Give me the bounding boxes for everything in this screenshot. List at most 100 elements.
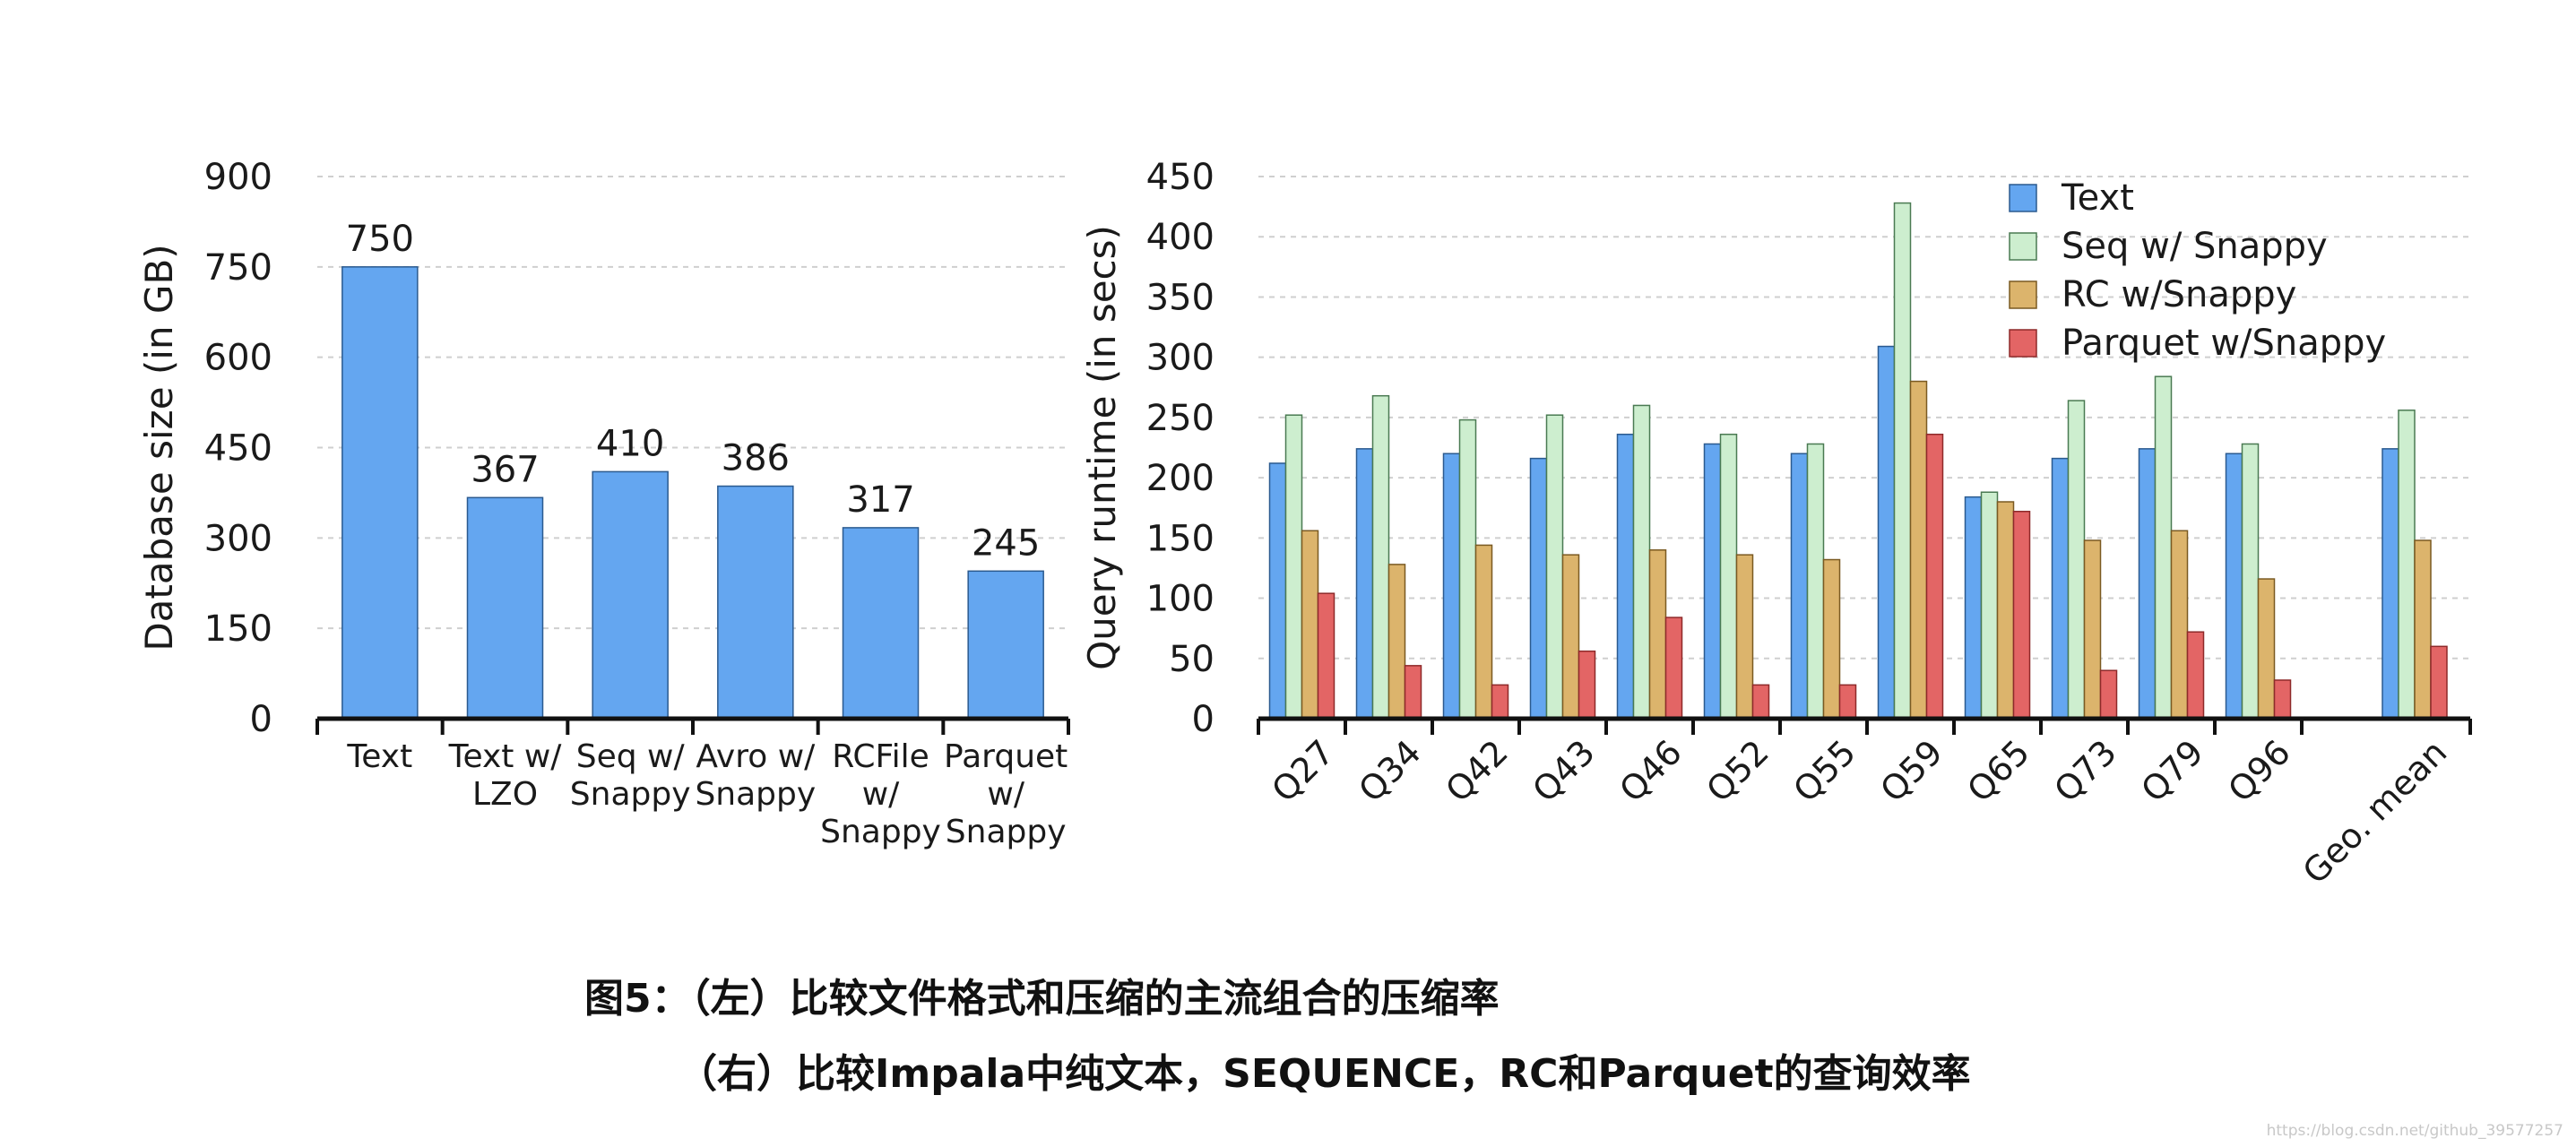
legend-label: Seq w/ Snappy: [2062, 226, 2328, 267]
left-x-tick-label: w/: [987, 776, 1024, 813]
left-bar-value-label: 317: [846, 479, 914, 521]
right-bar-seq-w-snappy: [1806, 443, 1825, 720]
left-y-tick-label: 0: [250, 699, 272, 740]
right-x-tick-label: Q73: [2046, 732, 2123, 809]
right-bar-text: [1442, 453, 1461, 720]
left-bar: [842, 527, 920, 720]
left-bar: [717, 485, 794, 720]
right-x-tick-label: Q65: [1959, 732, 2036, 809]
right-y-tick-label: 150: [1146, 518, 1215, 559]
left-bar: [341, 266, 419, 720]
right-x-tick-label: Q59: [1872, 732, 1949, 809]
legend-swatch: [2009, 280, 2037, 309]
watermark: https://blog.csdn.net/github_39577257: [2266, 1122, 2563, 1140]
right-bar-text: [1268, 462, 1287, 720]
database-size-chart: 0 150 300 450 600 750 900 Database size (in GB)…: [137, 157, 1070, 850]
right-bar-text: [2382, 448, 2399, 720]
legend-swatch: [2009, 232, 2037, 261]
left-x-tick-label: RCFile: [832, 738, 929, 775]
left-bar-value-label: 386: [722, 438, 790, 479]
left-x-tick-label: w/: [862, 776, 900, 813]
legend-swatch: [2009, 329, 2037, 358]
left-y-axis-label: Database size (in GB): [137, 244, 181, 651]
right-bar-rc-w-snappy: [1735, 554, 1754, 720]
right-bar-rc-w-snappy: [2170, 530, 2189, 720]
right-bar-rc-w-snappy: [1561, 554, 1580, 720]
caption-line-1: 图5：（左）比较文件格式和压缩的主流组合的压缩率: [584, 976, 1500, 1022]
left-x-tick-label: Parquet: [944, 738, 1068, 775]
caption-line-2: （右）比较Impala中纯文本，SEQUENCE，RC和Parquet的查询效率: [678, 1051, 1971, 1097]
query-runtime-chart: 0 50 100 150 200 250 300 350 400 450 Query runtime…: [1080, 157, 2472, 892]
right-x-tick-label: Q27: [1264, 732, 1341, 809]
left-x-tick-label: Snappy: [570, 776, 691, 813]
left-y-tick-label: 450: [204, 428, 272, 470]
right-bar-parquet-w-snappy: [2099, 669, 2118, 720]
right-bar-parquet-w-snappy: [2012, 511, 2031, 720]
right-x-tick-label: Geo. mean: [2295, 732, 2455, 892]
left-bar-value-label: 750: [346, 219, 414, 260]
right-y-axis-label: Query runtime (in secs): [1080, 225, 1124, 670]
legend-swatch: [2009, 184, 2037, 212]
left-y-tick-label: 150: [204, 608, 272, 650]
right-bar-parquet-w-snappy: [1578, 650, 1596, 720]
legend-label: Parquet w/Snappy: [2062, 323, 2386, 364]
right-bar-seq-w-snappy: [1371, 394, 1390, 720]
right-y-tick-label: 100: [1146, 579, 1215, 620]
right-bar-seq-w-snappy: [1458, 418, 1477, 720]
right-bar-parquet-w-snappy: [1404, 665, 1422, 720]
right-bar-rc-w-snappy: [1387, 564, 1406, 720]
left-bar: [466, 496, 544, 720]
right-bar-rc-w-snappy: [1301, 530, 1319, 720]
right-bar-rc-w-snappy: [1996, 501, 2015, 720]
right-bar-rc-w-snappy: [1648, 549, 1667, 720]
right-bar-parquet-w-snappy: [1751, 684, 1770, 720]
right-y-tick-label: 0: [1192, 699, 1215, 740]
right-bar-text: [1790, 453, 1809, 720]
right-bar-text: [1964, 496, 1983, 720]
left-y-tick-label: 300: [204, 518, 272, 559]
right-y-tick-label: 400: [1146, 217, 1215, 258]
legend-label: RC w/Snappy: [2062, 274, 2296, 315]
right-bar-parquet-w-snappy: [1317, 592, 1336, 720]
left-bar-value-label: 367: [471, 449, 539, 490]
right-bar-rc-w-snappy: [1474, 544, 1493, 720]
left-x-tick-label: LZO: [472, 776, 538, 813]
left-bar: [592, 470, 669, 720]
right-bar-rc-w-snappy: [1822, 558, 1841, 720]
left-x-tick-label: Snappy: [946, 814, 1067, 850]
left-x-tick-label: Snappy: [820, 814, 941, 850]
right-bar-text: [1877, 345, 1896, 720]
right-x-tick-label: Q55: [1785, 732, 1863, 809]
right-x-tick-label: Q34: [1351, 732, 1428, 809]
right-bar-seq-w-snappy: [2398, 410, 2416, 720]
right-bar-parquet-w-snappy: [2186, 631, 2205, 720]
right-bar-text: [1703, 443, 1722, 720]
left-bar-value-label: 410: [596, 423, 664, 464]
right-x-tick-label: Q42: [1438, 732, 1515, 809]
right-x-tick-label: Q96: [2220, 732, 2297, 809]
right-bar-text: [1616, 433, 1635, 720]
right-bar-parquet-w-snappy: [1838, 684, 1857, 720]
right-bar-seq-w-snappy: [2241, 443, 2260, 720]
right-bar-text: [2225, 453, 2243, 720]
right-bar-seq-w-snappy: [1632, 404, 1651, 720]
left-x-tick-label: Text: [346, 738, 412, 775]
left-y-tick-label: 750: [204, 247, 272, 289]
left-bar-value-label: 245: [972, 522, 1040, 564]
right-bar-text: [1355, 448, 1374, 720]
right-bar-seq-w-snappy: [1980, 491, 1999, 720]
right-bar-parquet-w-snappy: [2430, 645, 2448, 720]
right-bar-text: [1529, 457, 1548, 720]
left-y-tick-label: 600: [204, 338, 272, 379]
right-bar-text: [2138, 448, 2157, 720]
right-bar-parquet-w-snappy: [2273, 679, 2292, 720]
right-bar-text: [2051, 457, 2070, 720]
right-bar-seq-w-snappy: [1284, 414, 1303, 720]
right-bar-seq-w-snappy: [2154, 375, 2173, 720]
left-y-tick-label: 900: [204, 157, 272, 198]
left-bar: [967, 570, 1044, 720]
right-x-tick-label: Q43: [1525, 732, 1602, 809]
right-bar-parquet-w-snappy: [1491, 684, 1509, 720]
left-x-tick-label: Avro w/: [696, 738, 816, 775]
